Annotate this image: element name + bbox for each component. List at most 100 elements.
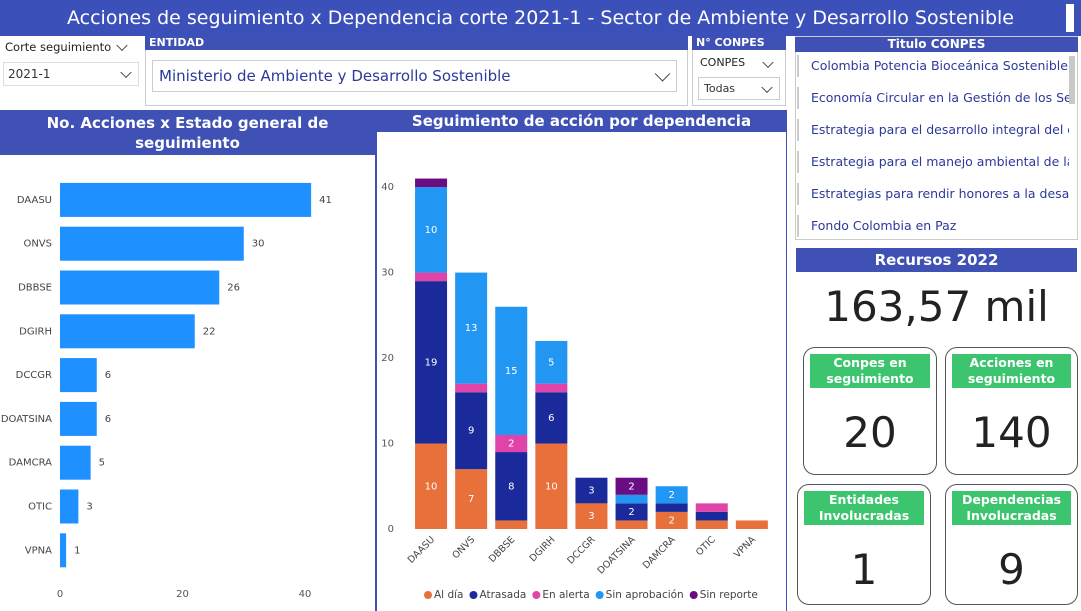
bar-segment bbox=[415, 443, 448, 529]
kpi-label: Dependencias Involucradas bbox=[952, 491, 1071, 525]
bar bbox=[60, 314, 195, 349]
bar-segment bbox=[415, 178, 448, 188]
y-tick-label: DGIRH bbox=[19, 326, 52, 337]
bar-segment bbox=[575, 477, 608, 504]
list-item[interactable]: Estrategias para rendir honores a la des… bbox=[797, 183, 1069, 205]
bar bbox=[60, 270, 220, 305]
filter-header: ENTIDAD bbox=[145, 36, 688, 50]
legend-label: En alerta bbox=[542, 589, 589, 601]
data-label: 3 bbox=[588, 511, 594, 522]
y-tick-label: OTIC bbox=[28, 502, 52, 513]
data-label: 30 bbox=[252, 239, 265, 250]
x-tick-label: DGIRH bbox=[528, 534, 558, 564]
scrollbar[interactable] bbox=[1069, 56, 1075, 104]
dropdown[interactable]: Ministerio de Ambiente y Desarrollo Sost… bbox=[152, 60, 677, 92]
bar-segment bbox=[415, 281, 448, 444]
bar bbox=[60, 401, 97, 436]
data-label: 2 bbox=[668, 515, 674, 526]
data-label: 1 bbox=[74, 545, 80, 556]
bar bbox=[60, 445, 91, 480]
legend-label: Al día bbox=[434, 589, 463, 601]
page-title: Acciones de seguimiento x Dependencia co… bbox=[0, 0, 1081, 36]
legend-label: Sin aprobación bbox=[606, 589, 684, 601]
chart-title: No. Acciones x Estado general de seguimi… bbox=[0, 110, 375, 155]
legend-marker bbox=[595, 591, 604, 599]
legend-label: Atrasada bbox=[479, 589, 526, 601]
list-header: Titulo CONPES bbox=[795, 37, 1078, 52]
resources-value: 163,57 mil bbox=[824, 282, 1049, 331]
bar-segment bbox=[615, 477, 648, 495]
data-label: 5 bbox=[99, 458, 105, 469]
data-label: 2 bbox=[668, 490, 674, 501]
bar-segment bbox=[535, 340, 568, 384]
bar-segment bbox=[495, 520, 528, 529]
bar-segment bbox=[495, 306, 528, 435]
bar-segment bbox=[455, 272, 488, 384]
kpi-card: Dependencias Involucradas 9 bbox=[945, 484, 1078, 605]
bar-segment bbox=[695, 511, 728, 521]
bar-segment bbox=[575, 503, 608, 529]
legend-marker bbox=[532, 591, 541, 599]
bar-segment bbox=[695, 520, 728, 529]
legend-marker bbox=[424, 591, 432, 599]
bar-segment bbox=[455, 469, 488, 529]
y-tick-label: ONVS bbox=[23, 239, 52, 250]
bar-segment bbox=[415, 272, 448, 282]
chart-title: Seguimiento de acción por dependencia bbox=[376, 110, 787, 132]
bar-segment bbox=[495, 452, 528, 521]
x-tick-label: 20 bbox=[176, 589, 189, 600]
data-label: 10 bbox=[425, 481, 438, 492]
data-label: 15 bbox=[505, 366, 518, 377]
chart-frame bbox=[0, 110, 376, 611]
dropdown-value: Todas bbox=[704, 82, 736, 95]
dropdown[interactable]: 2021-1 bbox=[3, 62, 139, 86]
resources-header: Recursos 2022 bbox=[796, 248, 1077, 272]
legend-marker bbox=[469, 591, 478, 599]
bar-segment bbox=[655, 503, 688, 512]
data-label: 19 bbox=[425, 357, 438, 368]
bar-segment bbox=[655, 486, 688, 504]
bar-segment bbox=[535, 383, 568, 393]
data-label: 26 bbox=[227, 283, 240, 294]
bar-segment bbox=[615, 494, 648, 504]
dropdown-value: Ministerio de Ambiente y Desarrollo Sost… bbox=[159, 67, 511, 85]
dropdown-value: 2021-1 bbox=[8, 67, 51, 81]
bar-segment bbox=[535, 392, 568, 444]
y-tick-label: 10 bbox=[381, 439, 394, 450]
list-item[interactable]: Economía Circular en la Gestión de los S… bbox=[797, 87, 1069, 109]
kpi-label: Entidades Involucradas bbox=[804, 491, 924, 525]
data-label: 3 bbox=[588, 486, 594, 497]
data-label: 3 bbox=[86, 502, 92, 513]
list-item[interactable]: Estrategia para el manejo ambiental de l… bbox=[797, 151, 1069, 173]
data-label: 7 bbox=[468, 494, 474, 505]
kpi-value: 140 bbox=[971, 408, 1052, 457]
list-item[interactable]: Estrategia para el desarrollo integral d… bbox=[797, 119, 1069, 141]
list-item[interactable]: Colombia Potencia Bioceánica Sostenible … bbox=[797, 55, 1069, 77]
x-tick-label: DCCGR bbox=[565, 534, 597, 566]
x-tick-label: ONVS bbox=[450, 534, 477, 561]
x-tick-label: 0 bbox=[57, 589, 63, 600]
data-label: 22 bbox=[203, 326, 216, 337]
filter-field[interactable]: CONPES bbox=[700, 56, 780, 72]
chevron[interactable] bbox=[116, 39, 134, 54]
kpi-card: Entidades Involucradas 1 bbox=[797, 484, 931, 605]
x-tick-label: VPNA bbox=[732, 534, 758, 560]
data-label: 6 bbox=[548, 413, 554, 424]
y-tick-label: 30 bbox=[381, 268, 394, 279]
data-label: 41 bbox=[319, 195, 332, 206]
data-label: 2 bbox=[628, 507, 634, 518]
data-label: 5 bbox=[548, 357, 554, 368]
bar-segment bbox=[615, 503, 648, 521]
data-label: 13 bbox=[465, 323, 478, 334]
y-tick-label: 20 bbox=[381, 353, 394, 364]
bar-segment bbox=[455, 392, 488, 470]
filter-header: N° CONPES bbox=[692, 36, 786, 50]
kpi-value: 9 bbox=[998, 545, 1025, 594]
dropdown[interactable]: Todas bbox=[698, 77, 780, 100]
bar bbox=[60, 533, 67, 568]
y-tick-label: 0 bbox=[388, 524, 394, 535]
y-tick-label: 40 bbox=[381, 182, 394, 193]
list-item[interactable]: Fondo Colombia en Paz bbox=[797, 215, 1069, 237]
bar-segment bbox=[455, 383, 488, 393]
